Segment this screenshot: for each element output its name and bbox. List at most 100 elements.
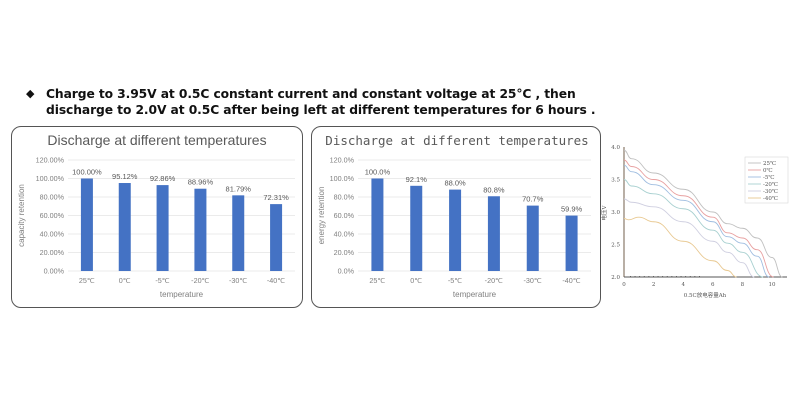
bar-value-label: 100.0%: [365, 168, 391, 177]
bar-value-label: 88.96%: [188, 178, 214, 187]
bar: [80, 178, 93, 271]
voltage-curve: [623, 159, 774, 278]
y-tick-label: 80.00%: [40, 193, 65, 202]
voltage-curve: [623, 164, 770, 278]
x-tick-label: -30℃: [229, 276, 247, 285]
voltage-curve: [623, 216, 737, 278]
heading-line-2: discharge to 2.0V at 0.5C after being le…: [46, 103, 596, 117]
bar-value-label: 81.79%: [226, 184, 252, 193]
minor-tick: [671, 276, 673, 277]
y-tick-label: 80.0%: [334, 193, 355, 202]
bar-value-label: 59.9%: [561, 205, 583, 214]
y-tick-label: 120.00%: [36, 156, 65, 165]
minor-tick: [662, 276, 664, 277]
y-tick-label: 60.00%: [40, 211, 65, 220]
y-tick-label: 0.0%: [338, 267, 355, 276]
y-tick-label: 20.00%: [40, 248, 65, 257]
x-tick-label: 25℃: [369, 276, 385, 285]
y-tick-label: 0.00%: [44, 267, 65, 276]
y-tick-label: 40.00%: [40, 230, 65, 239]
y-tick-label: 2.0: [611, 275, 620, 281]
bar-value-label: 100.00%: [72, 168, 102, 177]
y-tick-label: 100.0%: [330, 174, 355, 183]
energy-retention-chart-panel: Discharge at different temperatures 0.0% 2…: [311, 126, 601, 308]
bar: [270, 204, 283, 271]
x-tick-label: 6: [711, 282, 715, 288]
minor-tick: [694, 276, 696, 277]
x-tick-label: -20℃: [191, 276, 209, 285]
bar-value-label: 70.7%: [522, 195, 544, 204]
y-tick-label: 3.0: [611, 210, 620, 216]
bar: [449, 189, 462, 271]
y-tick-label: 40.0%: [334, 230, 355, 239]
discharge-voltage-curve-chart: 2.0 2.5 3.0 3.5 4.0 0 2 4 6 8 10 0.5C放电容量Ah 电压V 25℃0℃…: [600, 145, 789, 299]
bar: [371, 178, 384, 271]
minor-tick: [685, 276, 687, 277]
x-tick-label: -30℃: [524, 276, 542, 285]
y-tick-label: 120.0%: [330, 156, 355, 165]
voltage-curve: [623, 179, 764, 278]
bar: [410, 185, 423, 271]
y-tick-label: 3.5: [611, 178, 620, 184]
minor-tick: [676, 276, 677, 277]
bar: [565, 215, 578, 271]
x-tick-label: 0℃: [119, 276, 131, 285]
x-axis-label: temperature: [453, 290, 497, 299]
energy-retention-chart: Discharge at different temperatures 0.0% 2…: [317, 133, 591, 299]
bar: [526, 205, 539, 271]
y-axis-label: 电压V: [600, 204, 608, 220]
diamond-bullet-icon: ◆: [26, 87, 35, 100]
x-axis-label: 0.5C放电容量Ah: [684, 291, 727, 299]
legend-label: 0℃: [763, 167, 773, 174]
bar-value-label: 88.0%: [444, 179, 466, 188]
minor-tick: [653, 276, 654, 277]
heading-line-1: Charge to 3.95V at 0.5C constant current…: [46, 87, 576, 101]
bar-value-label: 95.12%: [112, 172, 138, 181]
legend-box: [744, 156, 789, 204]
legend-label: -30℃: [763, 188, 778, 195]
x-tick-label: 4: [681, 282, 685, 288]
legend-label: 25℃: [763, 160, 776, 167]
y-tick-label: 20.0%: [334, 248, 355, 257]
x-tick-label: 25℃: [79, 276, 95, 285]
test-condition-heading: ◆ Charge to 3.95V at 0.5C constant curre…: [26, 86, 596, 118]
bar-value-label: 72.31%: [263, 193, 289, 202]
minor-tick: [689, 276, 691, 277]
legend-label: -20℃: [763, 181, 778, 188]
minor-tick: [680, 276, 682, 277]
x-tick-label: 8: [741, 282, 745, 288]
legend-label: -5℃: [763, 174, 775, 181]
y-tick-label: 2.5: [611, 243, 620, 249]
y-axis-label: energy retention: [317, 187, 326, 245]
minor-tick: [630, 276, 631, 277]
bar-value-label: 92.1%: [406, 175, 428, 184]
x-tick-label: -40℃: [562, 276, 580, 285]
minor-tick: [666, 276, 668, 277]
x-tick-label: 10: [769, 282, 776, 288]
bar: [194, 188, 207, 271]
voltage-curve: [623, 149, 783, 278]
x-tick-label: -20℃: [485, 276, 503, 285]
chart-title: Discharge at different temperatures: [325, 133, 588, 148]
capacity-retention-chart-panel: Discharge at different temperatures 0.00%…: [11, 126, 303, 308]
x-tick-label: -5℃: [448, 276, 462, 285]
minor-tick: [699, 276, 700, 277]
bar: [156, 185, 169, 271]
x-axis-label: temperature: [160, 290, 204, 299]
minor-tick: [657, 276, 659, 277]
minor-tick: [643, 276, 645, 277]
bar: [232, 195, 245, 271]
minor-tick: [634, 276, 636, 277]
legend-label: -40℃: [763, 195, 778, 202]
minor-tick: [639, 276, 641, 277]
minor-tick: [648, 276, 650, 277]
y-tick-label: 4.0: [611, 145, 620, 151]
x-tick-label: 0℃: [410, 276, 422, 285]
y-tick-label: 100.00%: [36, 174, 65, 183]
y-tick-label: 60.0%: [334, 211, 355, 220]
x-tick-label: 0: [622, 282, 626, 288]
capacity-retention-chart: Discharge at different temperatures 0.00%…: [17, 132, 295, 299]
x-tick-label: 2: [652, 282, 656, 288]
bar: [487, 196, 500, 271]
y-axis-label: capacity retention: [17, 184, 26, 247]
